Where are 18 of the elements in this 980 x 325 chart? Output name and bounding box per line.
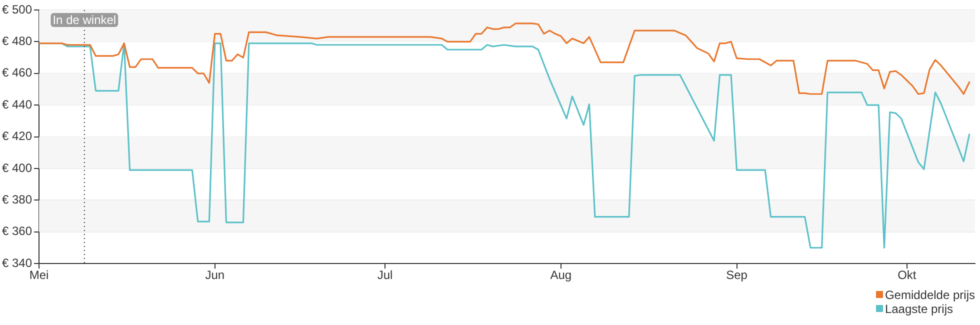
x-tick-label: Aug (550, 268, 572, 282)
x-tick-label: Jul (377, 268, 393, 282)
x-tick-label: Sep (726, 268, 748, 282)
y-tick-label: € 380 (2, 192, 32, 207)
y-tick-label: € 360 (2, 224, 32, 238)
y-tick-label: € 400 (2, 160, 32, 175)
legend-label: Gemiddelde prijs (884, 288, 975, 302)
y-tick-label: € 340 (2, 256, 32, 270)
x-tick-label: Mei (29, 268, 49, 282)
x-tick-label: Jun (205, 268, 225, 282)
legend-label: Laagste prijs (884, 302, 953, 316)
y-tick-label: € 500 (2, 2, 32, 16)
x-tick-label: Okt (898, 268, 917, 282)
y-tick-label: € 440 (2, 97, 32, 112)
y-tick-label: € 480 (2, 34, 32, 48)
y-tick-label: € 420 (2, 129, 32, 144)
ref-line-label: In de winkel (52, 12, 116, 27)
y-tick-label: € 460 (2, 66, 32, 80)
